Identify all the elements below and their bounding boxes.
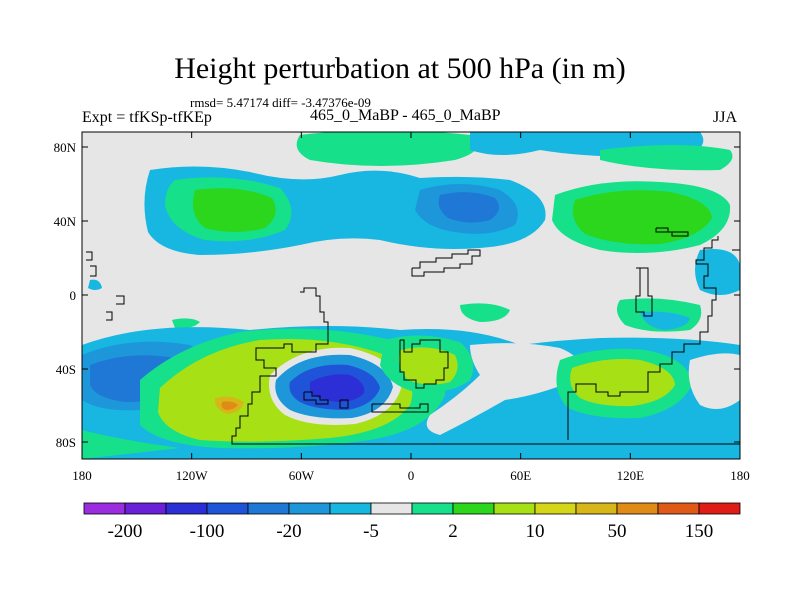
x-tick-label: 120W xyxy=(176,468,209,483)
colorbar-swatch xyxy=(206,502,249,515)
colorbar-label: 10 xyxy=(526,521,545,542)
colorbar-label: -5 xyxy=(363,521,379,542)
axes: 180 120W 60W 0 60E 120E 180 80N 40N 0 40S 80S xyxy=(54,132,750,483)
x-tick-label: 60E xyxy=(510,468,531,483)
coastline-pacific-west xyxy=(86,251,93,261)
colorbar-swatch xyxy=(452,502,495,515)
coastlines xyxy=(86,227,740,445)
colorbar-swatch xyxy=(83,502,126,515)
colorbar-label: -20 xyxy=(276,521,301,542)
colorbar-label: -200 xyxy=(108,521,143,542)
colorbar-label: 150 xyxy=(685,521,714,542)
coastline-australia xyxy=(567,236,719,397)
colorbar: -200 -100 -20 -5 2 10 50 150 xyxy=(83,502,741,542)
season-label: JJA xyxy=(713,109,738,126)
field-sh-yellow-centre xyxy=(399,347,458,385)
colorbar-swatch xyxy=(411,502,454,515)
field-nh-blue-small-right xyxy=(695,249,740,295)
y-tick-label: 80N xyxy=(54,140,77,155)
x-tick-label: 60W xyxy=(289,468,315,483)
colorbar-swatch xyxy=(698,502,741,515)
x-tick-label: 180 xyxy=(730,468,750,483)
colorbar-swatch xyxy=(165,502,208,515)
field-nh-green-tiny-2 xyxy=(172,318,200,329)
x-tick-label: 180 xyxy=(72,468,92,483)
coastline-north-africa xyxy=(411,249,481,277)
y-tick-label: 80S xyxy=(56,435,76,450)
expt-label: Expt = tfKSp-tfKEp xyxy=(82,109,212,126)
field-sh-gap-east xyxy=(688,353,740,409)
y-tick-label: 0 xyxy=(70,288,77,303)
coastline-central-america xyxy=(116,295,125,305)
coastline-antarctic-island-2 xyxy=(339,399,349,409)
colorbar-swatch xyxy=(493,502,536,515)
field-sh-orange-max xyxy=(221,401,238,410)
field-sh-yellow-east xyxy=(570,359,675,407)
y-tick-label: 40S xyxy=(56,362,76,377)
coastline-africa xyxy=(399,339,449,389)
chart-title: Height perturbation at 500 hPa (in m) xyxy=(174,52,626,85)
field-nh-green-east-core xyxy=(572,190,712,245)
coastline-maritime-1 xyxy=(635,267,653,317)
stats-text: rmsd= 5.47174 diff= -3.47376e-09 xyxy=(190,95,371,110)
field-nh-blue-tiny-2 xyxy=(88,279,102,290)
coastline-asia-fragment xyxy=(655,227,689,237)
coastline-south-america xyxy=(231,287,740,445)
colorbar-swatch xyxy=(657,502,700,515)
field-sh-trough-core xyxy=(310,374,365,402)
field-nh-green-west-core xyxy=(192,188,276,232)
x-tick-label: 120E xyxy=(617,468,645,483)
field-sh-gap-mid xyxy=(426,343,580,435)
field-nh-upper-green-right xyxy=(600,145,733,171)
colorbar-label: 2 xyxy=(448,521,458,542)
map-area xyxy=(82,132,740,459)
coastline-antarctic-island-1 xyxy=(303,391,329,405)
field-sh-green-lower xyxy=(82,430,180,459)
subtitle: 465_0_MaBP - 465_0_MaBP xyxy=(310,107,501,124)
colorbar-label: -100 xyxy=(190,521,225,542)
colorbar-swatch xyxy=(288,502,331,515)
colorbar-swatch xyxy=(534,502,577,515)
colorbar-swatch xyxy=(370,502,413,515)
coastline-pacific-east xyxy=(90,265,97,277)
colorbar-swatch xyxy=(575,502,618,515)
x-tick-label: 0 xyxy=(408,468,415,483)
colorbar-label: 50 xyxy=(608,521,627,542)
field-nh-arctic-green xyxy=(296,132,478,166)
field-nh-blue-centre-core xyxy=(438,192,499,223)
y-tick-label: 40N xyxy=(54,214,77,229)
colorbar-swatch xyxy=(329,502,372,515)
field-nh-green-tiny-1 xyxy=(460,303,510,322)
coastline-west-edge xyxy=(106,311,113,321)
colorbar-swatch xyxy=(616,502,659,515)
colorbar-swatch xyxy=(124,502,167,515)
colorbar-swatch xyxy=(247,502,290,515)
coastline-antarctic-island-3 xyxy=(371,403,429,413)
